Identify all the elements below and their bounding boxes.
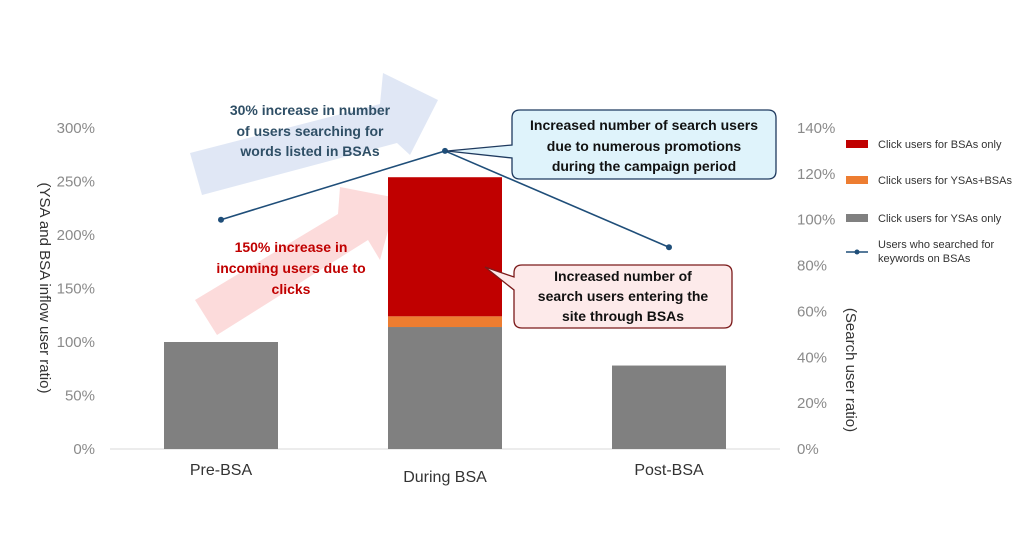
left-tick-label: 50% (65, 388, 95, 405)
callout-bsa-line: search users entering the (538, 288, 709, 304)
legend-swatch (846, 140, 868, 148)
left-tick-label: 300% (57, 120, 95, 137)
right-tick-label: 100% (797, 212, 835, 229)
y-axis-label-left: (YSA and BSA inflow user ratio) (36, 183, 53, 394)
red-annotation-line: 150% increase in (235, 239, 348, 255)
legend-item: Click users for YSAs+BSAs (846, 175, 1012, 187)
right-tick-label: 120% (797, 166, 835, 183)
bar-click-users-for-ysas-bsas (388, 316, 502, 328)
callout-search-line: Increased number of search users (530, 117, 758, 133)
right-tick-label: 40% (797, 349, 827, 366)
legend-item: Click users for BSAs only (846, 139, 1002, 151)
bars (164, 177, 726, 449)
line-point (218, 216, 224, 223)
callout-search-users: Increased number of search users due to … (446, 109, 777, 180)
right-tick-label: 0% (797, 441, 819, 458)
right-tick-label: 80% (797, 258, 827, 275)
callout-bsa-line: site through BSAs (562, 308, 684, 324)
legend-label: Click users for YSAs only (878, 213, 1002, 225)
category-label: During BSA (403, 469, 487, 486)
left-tick-label: 0% (73, 441, 95, 458)
legend-swatch (846, 176, 868, 184)
bar-click-users-for-ysas-only (164, 342, 278, 449)
legend-label: Users who searched for keywords on BSAs (878, 239, 994, 265)
left-tick-label: 250% (57, 174, 95, 191)
right-axis-ticks: 0% 20% 40% 60% 80% 100% 120% 140% (797, 120, 835, 458)
legend-item: Click users for YSAs only (846, 213, 1002, 225)
left-tick-label: 200% (57, 227, 95, 244)
legend-item: Users who searched for keywords on BSAs (846, 239, 994, 265)
bar-click-users-for-bsas-only (388, 177, 502, 317)
legend-label: Click users for YSAs+BSAs (878, 175, 1012, 187)
line-point (442, 147, 448, 154)
line-point (666, 244, 672, 251)
left-tick-label: 150% (57, 281, 95, 298)
blue-annotation-line: of users searching for (236, 123, 384, 139)
right-tick-label: 140% (797, 120, 835, 137)
red-annotation-line: incoming users due to (216, 260, 365, 276)
callout-bsa-line: Increased number of (554, 268, 692, 284)
blue-annotation-line: words listed in BSAs (239, 143, 379, 159)
blue-arrow-shape (190, 73, 438, 195)
legend-line-marker (854, 249, 860, 255)
left-tick-label: 100% (57, 334, 95, 351)
category-label: Post-BSA (634, 462, 704, 479)
category-labels: Pre-BSA During BSA Post-BSA (190, 462, 704, 486)
bar-click-users-for-ysas-only (388, 327, 502, 449)
callout-search-line: due to numerous promotions (547, 138, 742, 154)
category-label: Pre-BSA (190, 462, 253, 479)
legend: Click users for BSAs only Click users for… (846, 139, 1012, 265)
y-axis-label-right: (Search user ratio) (842, 308, 859, 432)
right-tick-label: 60% (797, 303, 827, 320)
callout-search-line: during the campaign period (552, 158, 736, 174)
callout-bsa-users: Increased number of search users enterin… (484, 264, 733, 329)
blue-annotation-line: 30% increase in number (230, 102, 391, 118)
red-arrow-annotation: 150% increase in incoming users due to c… (216, 239, 365, 297)
red-annotation-line: clicks (272, 281, 311, 297)
legend-swatch (846, 214, 868, 222)
bar-click-users-for-ysas-only (612, 365, 726, 449)
blue-arrow-annotation: 30% increase in number of users searchin… (230, 102, 391, 159)
search-users-line (218, 147, 672, 251)
right-tick-label: 20% (797, 395, 827, 412)
left-axis-ticks: 0% 50% 100% 150% 200% 250% 300% (57, 120, 95, 458)
legend-label: Click users for BSAs only (878, 139, 1002, 151)
red-arrow-shape (195, 187, 397, 335)
